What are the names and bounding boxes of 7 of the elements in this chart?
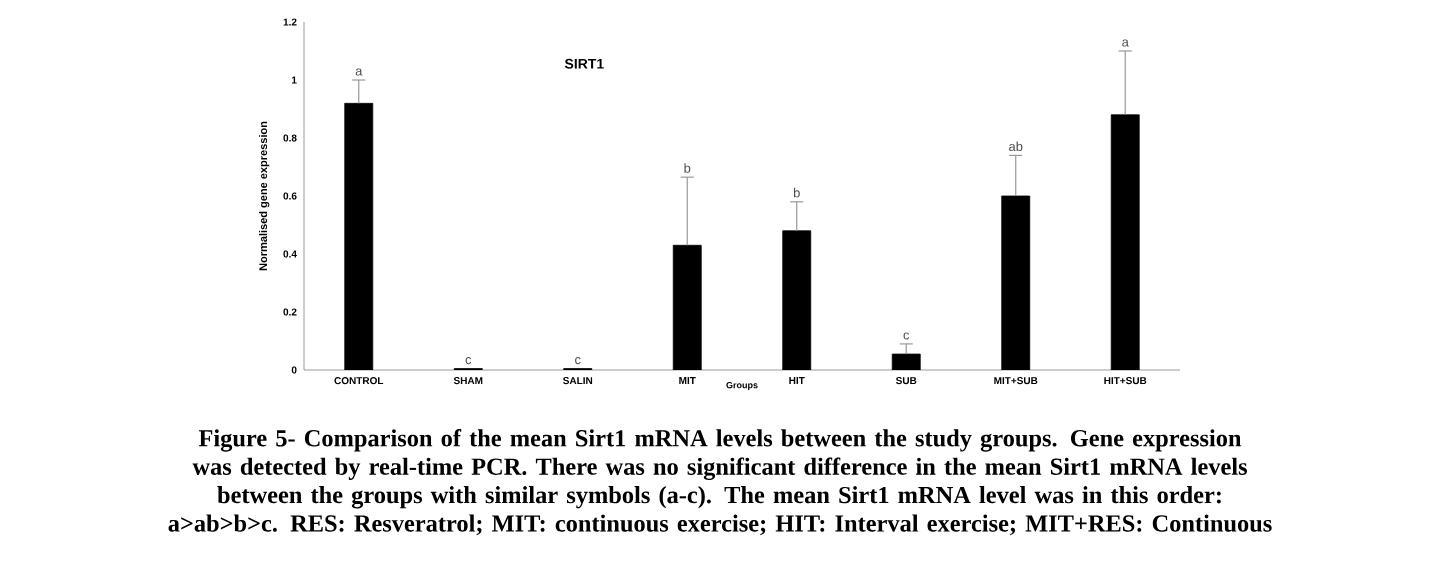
caption: Figure 5- Comparison of the mean Sirt1 mRNA levels between the study groups. Gene expression was detected by real-time PCR. There was no significant difference in the mean Sirt1 mRNA levels between the groups with similar symbols (a-c). The mean Sirt1 mRNA level was in this order: a>ab>b>c. RES: Resveratrol; MIT: continuous exercise; HIT: Interval exercise; MIT+RES: Continuous [168, 429, 1272, 536]
bar [891, 353, 921, 370]
bar [782, 230, 812, 370]
bar [344, 102, 374, 370]
bar [1001, 195, 1031, 370]
bar [672, 244, 702, 370]
bar [1110, 114, 1140, 370]
